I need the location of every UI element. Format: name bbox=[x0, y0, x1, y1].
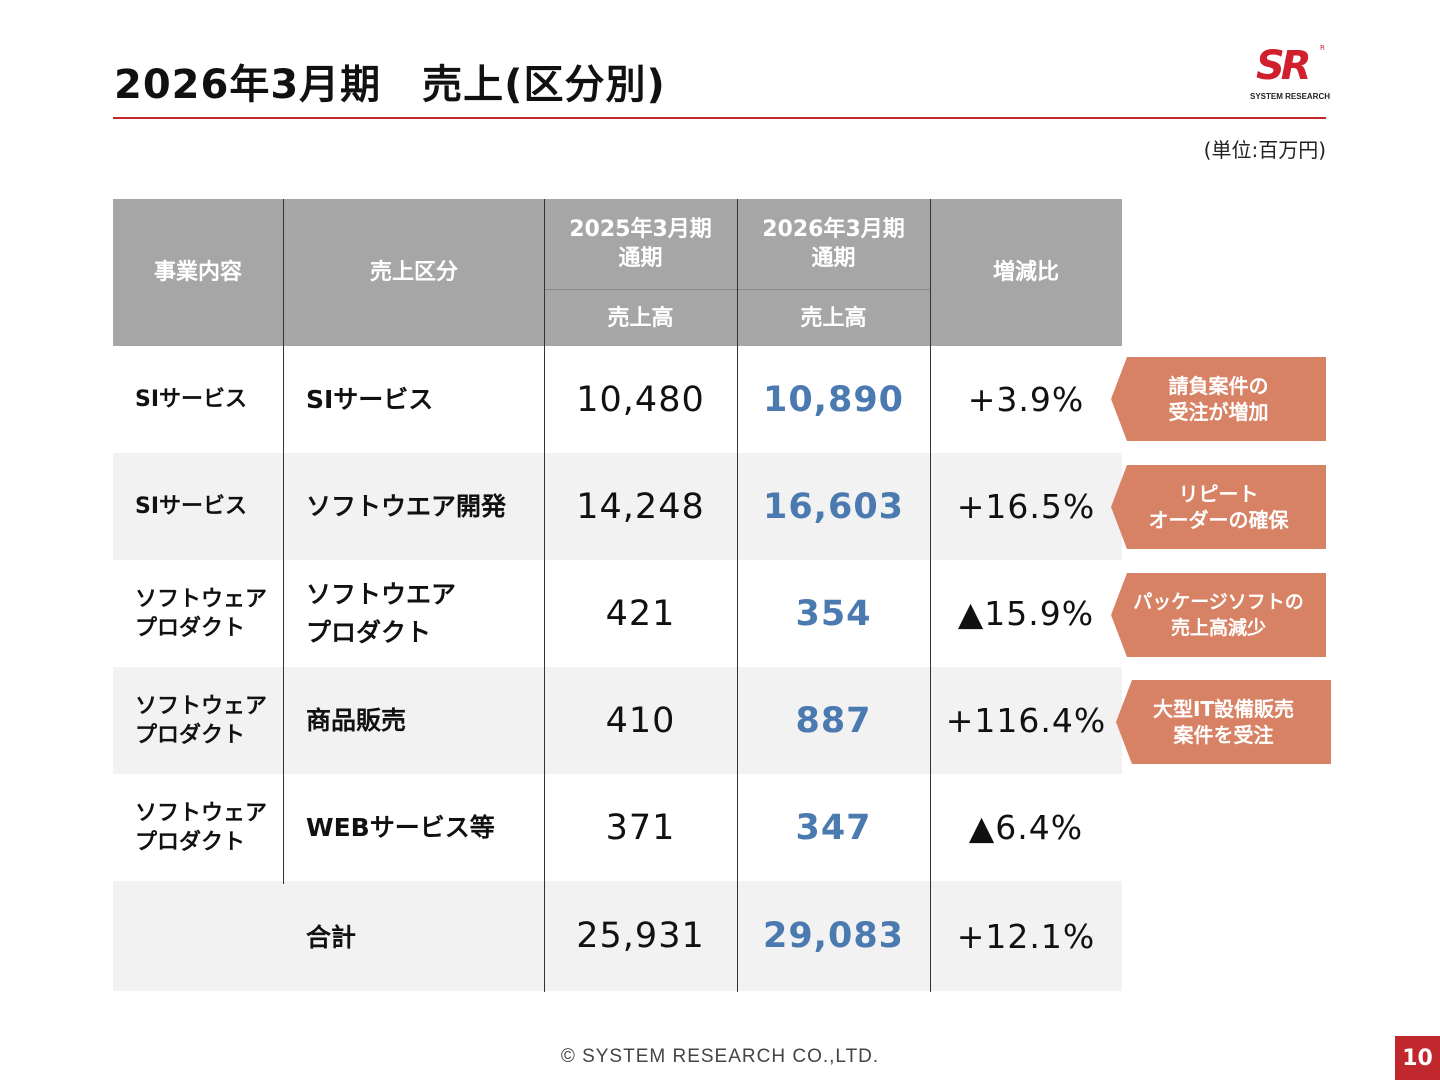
page-number: 10 bbox=[1395, 1036, 1440, 1080]
row-category: 商品販売 bbox=[306, 705, 407, 735]
row-cur-sales: 354 bbox=[795, 593, 872, 634]
row-category: ソフトウエア プロダクト bbox=[306, 579, 457, 647]
row-change: +116.4% bbox=[945, 701, 1107, 740]
row-prev-sales: 410 bbox=[605, 700, 676, 741]
row-prev-sales: 371 bbox=[605, 807, 676, 848]
header-prev-sales: 売上高 bbox=[607, 305, 674, 331]
total-row: 合計 25,931 29,083 +12.1% bbox=[113, 881, 1122, 991]
row-category: SIサービス bbox=[306, 384, 434, 414]
column-divider bbox=[930, 199, 931, 992]
row-business: SIサービス bbox=[135, 494, 248, 519]
note-callout: 大型IT設備販売 案件を受注 bbox=[1116, 680, 1331, 764]
row-cur-sales: 347 bbox=[795, 807, 872, 848]
registered-mark: R bbox=[1320, 44, 1325, 52]
table-row: SIサービス ソフトウエア開発 14,248 16,603 +16.5% bbox=[113, 453, 1122, 560]
logo-mark: SR bbox=[1256, 43, 1312, 89]
title-divider bbox=[113, 117, 1326, 119]
row-business: ソフトウェア プロダクト bbox=[135, 586, 268, 641]
row-category: WEBサービス等 bbox=[306, 812, 495, 842]
row-cur-sales: 887 bbox=[795, 700, 872, 741]
column-divider bbox=[544, 199, 545, 992]
logo-text: SYSTEM RESEARCH bbox=[1250, 92, 1331, 101]
row-prev-sales: 10,480 bbox=[576, 379, 705, 420]
copyright-footer: © SYSTEM RESEARCH CO.,LTD. bbox=[560, 1046, 880, 1067]
row-change: +3.9% bbox=[967, 380, 1085, 419]
unit-label: (単位:百万円) bbox=[1203, 138, 1326, 162]
row-prev-sales: 14,248 bbox=[576, 486, 705, 527]
header-cur-sales: 売上高 bbox=[800, 305, 867, 331]
table-row: SIサービス SIサービス 10,480 10,890 +3.9% bbox=[113, 346, 1122, 453]
row-business: SIサービス bbox=[135, 387, 248, 412]
row-prev-sales: 421 bbox=[605, 593, 676, 634]
total-cur-sales: 29,083 bbox=[762, 916, 905, 956]
total-change: +12.1% bbox=[956, 916, 1096, 956]
header-category: 売上区分 bbox=[369, 260, 458, 285]
table-header: 事業内容 売上区分 2025年3月期 通期 2026年3月期 通期 売上高 売上… bbox=[113, 199, 1122, 346]
row-business: ソフトウェア プロダクト bbox=[135, 800, 268, 855]
table-row: ソフトウェア プロダクト 商品販売 410 887 +116.4% bbox=[113, 667, 1122, 774]
note-callout: パッケージソフトの 売上高減少 bbox=[1111, 573, 1326, 657]
header-business: 事業内容 bbox=[153, 260, 242, 285]
header-change: 増減比 bbox=[992, 260, 1059, 285]
table-row: ソフトウェア プロダクト WEBサービス等 371 347 ▲6.4% bbox=[113, 774, 1122, 881]
total-label: 合計 bbox=[306, 923, 357, 952]
row-business: ソフトウェア プロダクト bbox=[135, 693, 268, 748]
header-prev-period: 2025年3月期 通期 bbox=[569, 217, 712, 271]
column-divider bbox=[737, 199, 738, 992]
header-cur-period: 2026年3月期 通期 bbox=[762, 217, 905, 271]
table-row: ソフトウェア プロダクト ソフトウエア プロダクト 421 354 ▲15.9% bbox=[113, 560, 1122, 667]
row-change: ▲15.9% bbox=[957, 594, 1095, 633]
note-callout: リピート オーダーの確保 bbox=[1111, 465, 1326, 549]
company-logo: SR R SYSTEM RESEARCH bbox=[1250, 44, 1330, 104]
row-cur-sales: 10,890 bbox=[762, 379, 905, 420]
row-change: +16.5% bbox=[956, 487, 1096, 526]
note-callout: 請負案件の 受注が増加 bbox=[1111, 357, 1326, 441]
row-change: ▲6.4% bbox=[968, 808, 1084, 847]
total-prev-sales: 25,931 bbox=[576, 916, 705, 956]
page-title: 2026年3月期 売上(区分別) bbox=[114, 62, 666, 108]
row-cur-sales: 16,603 bbox=[762, 486, 905, 527]
column-divider bbox=[283, 199, 284, 884]
row-category: ソフトウエア開発 bbox=[306, 491, 507, 521]
